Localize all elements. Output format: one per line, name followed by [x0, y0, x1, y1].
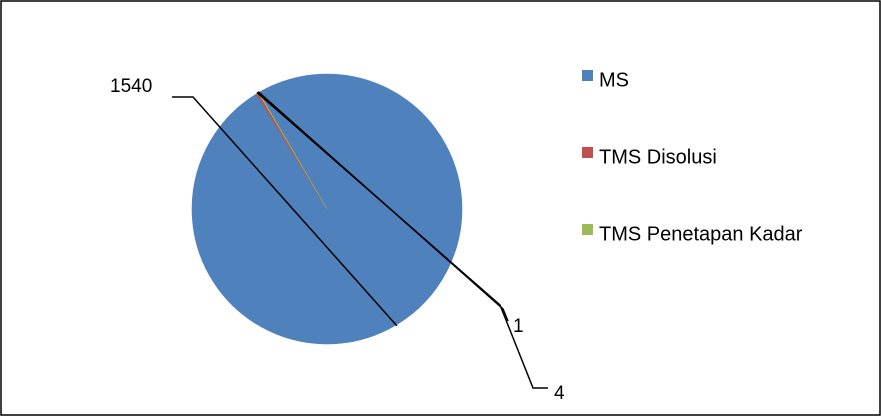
data-label-tms-disolusi: 4 — [554, 383, 565, 404]
legend-label-tms-penetapan-kadar: TMS Penetapan Kadar — [599, 223, 803, 245]
data-label-ms: 1540 — [110, 76, 152, 97]
legend-swatch-tms-disolusi — [582, 147, 593, 158]
pie-slices — [191, 73, 463, 345]
data-label-tms-penetapan-kadar: 1 — [513, 316, 524, 337]
legend-label-tms-disolusi: TMS Disolusi — [599, 146, 717, 168]
legend-swatch-tms-penetapan-kadar — [582, 224, 593, 235]
leader-lines — [172, 91, 548, 389]
leader-line-tms-penetapan-kadar — [257, 91, 509, 322]
legend-label-ms: MS — [599, 69, 629, 91]
data-labels: 1540 4 1 — [110, 76, 565, 404]
leader-line-ms — [172, 96, 398, 327]
legend-swatch-ms — [582, 70, 593, 81]
legend: MS TMS Disolusi TMS Penetapan Kadar — [582, 69, 803, 245]
